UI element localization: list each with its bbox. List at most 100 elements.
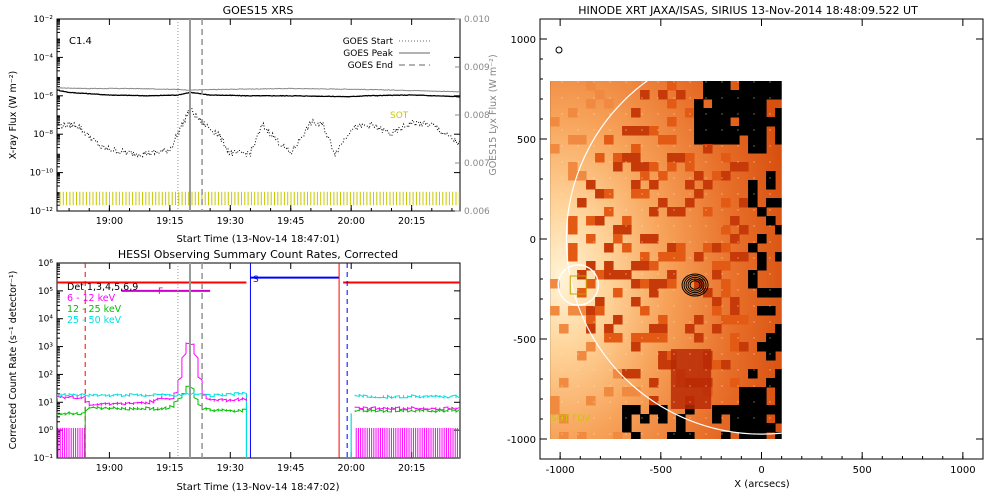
xrt-image [550, 43, 958, 439]
goes-y2-ticks: 0.006 0.007 0.008 0.009 0.010 [455, 15, 490, 217]
goes-title: GOES15 XRS [223, 4, 294, 17]
xrt-sot-box [569, 275, 587, 295]
hessi-state-lines [57, 263, 460, 458]
goes-y-tick-label: 10⁻¹² [30, 207, 54, 217]
goes-x-tick-label: 20:15 [398, 216, 425, 227]
goes-sot-band [59, 191, 460, 206]
hessi-flag-s-label: S [253, 275, 259, 285]
hessi-flag-f-label: F [158, 287, 163, 297]
xrt-x-tick-label: -500 [649, 465, 672, 476]
hessi-marker-lines [177, 263, 203, 458]
goes-legend-label: GOES Start [343, 37, 394, 47]
goes-y-ticks: 10⁻¹² 10⁻¹⁰ 10⁻⁸ 10⁻⁶ 10⁻⁴ 10⁻² [30, 15, 460, 217]
hessi-series-lo [57, 341, 247, 407]
goes-sot-label: SOT [390, 111, 409, 121]
hessi-flag-bars [57, 427, 460, 458]
xrt-y-tick-label: 1000 [511, 35, 536, 46]
hessi-plot-frame [56, 262, 461, 459]
xrt-panel: HINODE XRT JAXA/ISAS, SIRIUS 13-Nov-2014… [507, 4, 984, 490]
xrt-x-axis-label: X (arcsecs) [734, 479, 790, 490]
hessi-y-tick-label: 10⁰ [38, 426, 53, 436]
goes-y2-tick-label: 0.010 [464, 15, 490, 25]
xrt-x-tick-label: 500 [853, 465, 872, 476]
hessi-series-hi2 [354, 393, 460, 400]
hessi-legend-label: 12 - 25 keV [67, 304, 122, 315]
goes-x-tick-label: 20:00 [337, 216, 364, 227]
hessi-x-ticks: 19:00 19:15 19:30 19:45 20:00 20:15 [96, 263, 425, 474]
goes-y-tick-label: 10⁻⁶ [33, 92, 53, 102]
hessi-legend-label: 25 - 50 keV [67, 315, 122, 326]
hessi-y-tick-label: 10⁻¹ [33, 454, 53, 464]
xrt-contour [685, 276, 705, 294]
hessi-series-hi [57, 391, 247, 398]
xrt-corner-marker [555, 46, 563, 54]
goes-x-axis-label: Start Time (13-Nov-14 18:47:01) [176, 234, 339, 245]
xrt-contour [681, 273, 709, 297]
hessi-legend-label: 6 - 12 keV [67, 293, 116, 304]
goes-x-tick-label: 19:15 [156, 216, 183, 227]
goes-y-tick-label: 10⁻⁸ [33, 130, 53, 140]
goes-y-tick-label: 10⁻² [33, 15, 53, 25]
xrt-disk-group [550, 81, 782, 439]
hessi-x-tick-label: 19:00 [96, 463, 123, 474]
goes-y2-tick-label: 0.006 [464, 207, 490, 217]
goes-x-tick-label: 19:00 [96, 216, 123, 227]
hessi-x-tick-label: 20:15 [398, 463, 425, 474]
goes-panel: GOES15 XRS 10⁻¹² 10⁻¹⁰ 10⁻⁸ 10⁻⁶ 10⁻⁴ 10⁻² 0.… [8, 4, 499, 245]
xrt-y-tick-label: 0 [530, 235, 536, 246]
goes-x-tick-label: 19:30 [217, 216, 244, 227]
goes-y-tick-label: 10⁻¹⁰ [30, 169, 54, 179]
hessi-legend-label: Det 1,3,4,5,6,9 [67, 282, 138, 293]
goes-series-group [57, 87, 460, 158]
hessi-y-axis-label: Corrected Count Rate (s⁻¹ detector⁻¹) [8, 271, 19, 450]
hessi-y-tick-label: 10² [38, 370, 53, 380]
xrt-y-tick-label: -1000 [507, 435, 536, 446]
hessi-x-axis-label: Start Time (13-Nov-14 18:47:02) [176, 482, 339, 493]
goes-marker-lines [177, 19, 203, 211]
xrt-contour [689, 280, 701, 290]
xrt-contour [687, 278, 703, 292]
goes-legend-label: GOES Peak [343, 49, 393, 59]
hessi-series-mid2 [354, 408, 460, 414]
goes-legend-label: GOES End [348, 61, 393, 71]
goes-series-long [57, 89, 460, 98]
goes-y-tick-label: 10⁻⁴ [33, 53, 53, 63]
goes-y2-tick-label: 0.009 [464, 63, 490, 73]
xrt-title: HINODE XRT JAXA/ISAS, SIRIUS 13-Nov-2014… [578, 4, 918, 17]
hessi-panel: HESSI Observing Summary Count Rates, Cor… [8, 248, 461, 493]
hessi-y-tick-label: 10³ [38, 343, 53, 353]
hessi-y-tick-label: 10⁵ [38, 287, 53, 297]
xrt-fov-circle [557, 264, 600, 306]
goes-x-ticks: 19:00 19:15 19:30 19:45 20:00 20:15 [68, 19, 453, 227]
xrt-y-tick-label: 500 [517, 135, 536, 146]
hessi-x-tick-label: 19:30 [217, 463, 244, 474]
hessi-y-tick-label: 10⁴ [38, 315, 53, 325]
xrt-x-tick-label: -1000 [546, 465, 575, 476]
xrt-x-ticks: -1000 -500 0 500 1000 [539, 19, 984, 476]
hessi-series-group [57, 341, 460, 416]
goes-y-axis-label: X-ray Flux (W m⁻²) [8, 71, 19, 160]
hessi-y-tick-label: 10⁶ [38, 259, 53, 269]
xrt-fov-label: SOT FOV [551, 414, 591, 424]
hessi-x-tick-label: 19:45 [277, 463, 304, 474]
goes-y2-tick-label: 0.007 [464, 159, 490, 169]
xrt-y-tick-label: -500 [513, 335, 536, 346]
hessi-title: HESSI Observing Summary Count Rates, Cor… [118, 248, 398, 261]
hessi-y-ticks: 10⁻¹ 10⁰ 10¹ 10² 10³ 10⁴ 10⁵ 10⁶ [33, 259, 460, 464]
xrt-contour [683, 275, 707, 295]
xrt-grid-dots [550, 81, 782, 439]
hessi-series-mid [57, 381, 247, 416]
hessi-x-tick-label: 19:15 [156, 463, 183, 474]
hessi-x-tick-label: 20:00 [337, 463, 364, 474]
goes-y2-tick-label: 0.008 [464, 111, 490, 121]
xrt-solar-limb [565, 43, 958, 435]
xrt-x-tick-label: 0 [758, 465, 764, 476]
hessi-y-tick-label: 10¹ [38, 398, 53, 408]
goes-series-lyx [57, 87, 460, 93]
goes-legend: GOES Start GOES Peak GOES End [343, 37, 430, 71]
goes-y2-axis-label: GOES15 Lyx Flux (W m⁻²) [488, 54, 499, 175]
goes-x-tick-label: 19:45 [277, 216, 304, 227]
goes-class-label: C1.4 [69, 36, 92, 47]
